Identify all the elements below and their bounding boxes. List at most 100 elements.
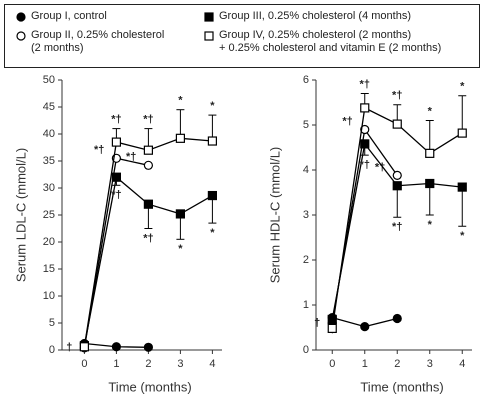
point: [111, 137, 122, 147]
point-label: *†: [126, 151, 136, 163]
point-label: *: [460, 230, 465, 242]
legend-label: Group I, control: [31, 10, 107, 22]
legend-marker: [204, 31, 214, 41]
point: [207, 190, 217, 201]
point: [425, 148, 435, 158]
point: [360, 139, 370, 149]
legend-entry: Group IV, 0.25% cholesterol (2 months) +…: [203, 29, 441, 55]
y-tick-label: 4: [303, 164, 309, 176]
legend-label: Group III, 0.25% cholesterol (4 months): [219, 10, 411, 22]
x-tick-label: 3: [427, 358, 433, 370]
legend-marker: [16, 12, 26, 22]
legend-entry: Group I, control: [15, 10, 107, 23]
y-tick-label: 1: [303, 299, 309, 311]
point-label: *†: [360, 78, 370, 90]
point: [79, 342, 90, 352]
point: [457, 128, 467, 138]
x-tick-label: 0: [329, 358, 335, 370]
y-tick-label: 0: [49, 344, 55, 356]
point: [392, 119, 402, 129]
point: [204, 12, 214, 22]
point-label: *†: [375, 161, 385, 173]
point: [327, 323, 337, 333]
point-label: *: [428, 105, 433, 117]
point-label: *†: [94, 144, 104, 156]
y-tick-label: 30: [43, 182, 55, 194]
x-tick-label: 2: [145, 358, 151, 370]
point: [143, 199, 153, 209]
legend: Group I, control Group II, 0.25% choleste…: [4, 4, 480, 68]
point: [392, 170, 402, 180]
point-label: *: [210, 227, 215, 239]
y-tick-label: 25: [43, 209, 55, 221]
legend-entry: Group II, 0.25% cholesterol (2 months): [15, 29, 164, 55]
point: [143, 160, 153, 170]
legend-marker: [204, 12, 214, 22]
point-label: *: [428, 219, 433, 231]
point: [175, 133, 185, 143]
x-tick-label: 0: [81, 358, 87, 370]
point: [392, 181, 402, 191]
y-tick-label: 45: [43, 101, 55, 113]
point: [175, 209, 185, 219]
y-tick-label: 5: [49, 317, 55, 329]
point-label: *†: [111, 114, 121, 126]
x-axis-label: Time (months): [360, 379, 443, 394]
point-label: *†: [392, 90, 402, 102]
point: [111, 342, 122, 352]
point: [425, 178, 435, 189]
point: [327, 314, 337, 324]
point: [360, 124, 370, 135]
x-tick-label: 4: [459, 358, 465, 370]
point: [207, 136, 217, 146]
y-tick-label: 2: [303, 254, 309, 266]
y-tick-label: 20: [43, 236, 55, 248]
y-tick-label: 5: [303, 119, 309, 131]
point-label: *†: [111, 189, 121, 201]
point: [111, 172, 122, 182]
point-label: *: [178, 243, 183, 255]
point-label: *: [210, 100, 215, 112]
x-tick-label: 1: [362, 358, 368, 370]
x-axis-label: Time (months): [108, 379, 191, 394]
point-label: *†: [143, 114, 153, 126]
series-line: [83, 157, 149, 348]
point-label: †: [314, 317, 320, 329]
x-tick-label: 4: [209, 358, 215, 370]
point: [360, 103, 370, 113]
legend-marker: [16, 31, 26, 41]
point: [16, 12, 26, 22]
point: [392, 313, 402, 324]
y-tick-label: 40: [43, 128, 55, 140]
y-axis-label: Serum LDL-C (mmol/L): [13, 148, 28, 282]
y-tick-label: 3: [303, 209, 309, 221]
y-tick-label: 50: [43, 74, 55, 86]
point: [360, 322, 370, 332]
y-axis-label: Serum HDL-C (mmol/L): [267, 147, 282, 284]
point: [16, 31, 26, 41]
legend-label: Group II, 0.25% cholesterol (2 months): [31, 29, 165, 54]
x-tick-label: 2: [394, 358, 400, 370]
y-tick-label: 0: [303, 344, 309, 356]
point: [143, 342, 153, 352]
point-label: *†: [143, 232, 153, 244]
point-label: *†: [360, 159, 370, 171]
point: [204, 31, 214, 41]
legend-entry: Group III, 0.25% cholesterol (4 months): [203, 10, 411, 23]
series-line: [331, 106, 463, 329]
point: [143, 145, 153, 155]
point-label: *: [460, 81, 465, 93]
y-tick-label: 10: [43, 290, 55, 302]
x-tick-label: 1: [113, 358, 119, 370]
y-tick-label: 35: [43, 155, 55, 167]
point-label: *†: [342, 115, 352, 127]
y-tick-label: 6: [303, 74, 309, 86]
point-label: †: [66, 342, 72, 354]
legend-label: Group IV, 0.25% cholesterol (2 months) +…: [219, 29, 442, 54]
point: [457, 182, 467, 192]
point-label: *: [178, 95, 183, 107]
x-tick-label: 3: [177, 358, 183, 370]
y-tick-label: 15: [43, 263, 55, 275]
